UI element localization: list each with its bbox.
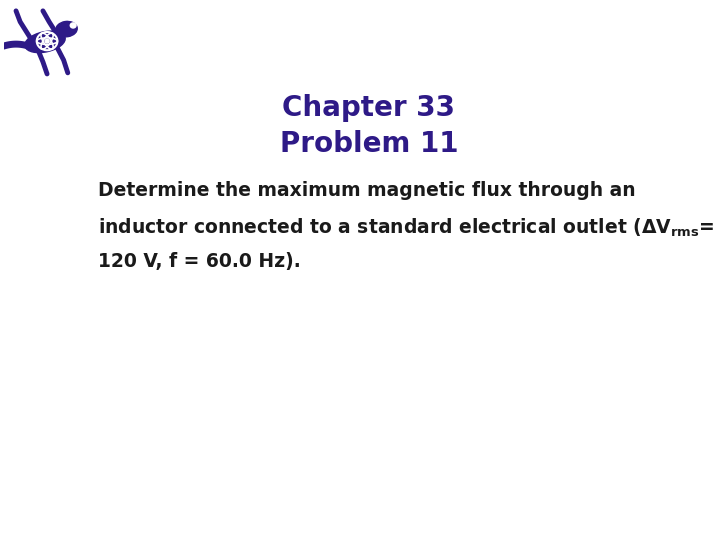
Text: inductor connected to a standard electrical outlet ($\mathbf{\Delta}$V$_\mathbf{: inductor connected to a standard electri… [99, 217, 715, 239]
Circle shape [71, 23, 76, 28]
Ellipse shape [24, 31, 66, 52]
Text: Determine the maximum magnetic flux through an: Determine the maximum magnetic flux thro… [99, 181, 636, 200]
Ellipse shape [56, 22, 77, 37]
Text: Chapter 33
Problem 11: Chapter 33 Problem 11 [280, 94, 458, 158]
Text: 120 V, f = 60.0 Hz).: 120 V, f = 60.0 Hz). [99, 252, 301, 271]
Circle shape [45, 39, 49, 43]
